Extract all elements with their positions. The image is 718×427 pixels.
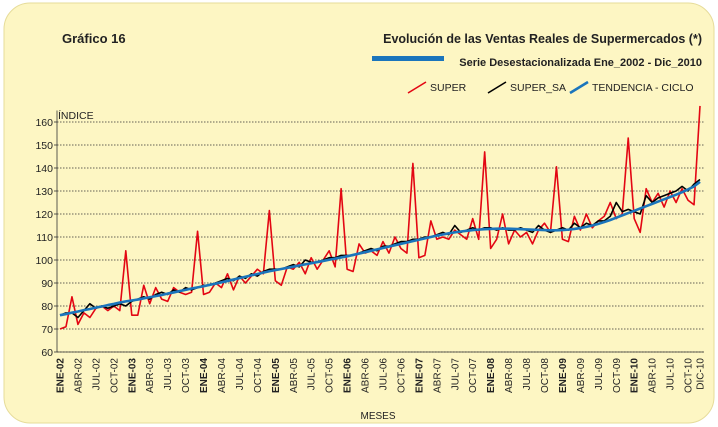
series-line <box>59 180 701 317</box>
legend-label: SUPER_SA <box>510 82 566 94</box>
legend-label: SUPER <box>430 82 467 94</box>
legend-swatch <box>569 80 589 95</box>
chart-title: Evolución de las Ventas Reales de Superm… <box>383 32 702 46</box>
x-tick-label: JUL-02 <box>91 358 102 391</box>
x-tick-label: OCT-06 <box>396 358 407 393</box>
x-tick-label: ENE-08 <box>486 358 497 393</box>
x-tick-label: ENE-03 <box>127 358 138 393</box>
x-tick-label: JUL-07 <box>450 358 461 391</box>
y-tick-label: 140 <box>35 163 53 175</box>
x-tick-label: OCT-03 <box>181 358 192 393</box>
legend-label: TENDENCIA - CICLO <box>592 82 694 94</box>
panel <box>3 2 715 424</box>
x-tick-label: ABR-02 <box>73 358 84 393</box>
legend-swatch <box>407 81 427 94</box>
x-tick-label: ENE-02 <box>56 358 67 393</box>
y-tick-label: 60 <box>41 347 53 359</box>
y-axis-label: ÍNDICE <box>58 109 94 122</box>
x-tick-label: JUL-06 <box>378 358 389 391</box>
x-tick-label: ABR-10 <box>648 358 659 393</box>
legend-swatch <box>487 81 507 94</box>
x-tick-label: JUL-04 <box>235 358 246 391</box>
y-tick-label: 70 <box>41 324 53 336</box>
x-tick-label: ENE-09 <box>558 358 569 393</box>
x-tick-label: ENE-07 <box>414 358 425 393</box>
x-tick-label: JUL-10 <box>666 358 677 391</box>
x-tick-label: JUL-09 <box>594 358 605 391</box>
x-tick-label: ABR-07 <box>432 358 443 393</box>
x-tick-label: ENE-06 <box>343 358 354 393</box>
x-tick-label: JUL-03 <box>163 358 174 391</box>
x-tick-label: ENE-10 <box>630 358 641 393</box>
x-tick-label: OCT-05 <box>325 358 336 393</box>
chart-subtitle: Serie Desestacionalizada Ene_2002 - Dic_… <box>459 57 702 69</box>
title-bar <box>372 56 444 61</box>
x-tick-label: ENE-04 <box>199 358 210 393</box>
y-tick-label: 100 <box>35 255 53 267</box>
y-tick-label: 90 <box>41 278 53 290</box>
x-tick-label: ABR-03 <box>145 358 156 393</box>
x-tick-label: ABR-09 <box>576 358 587 393</box>
x-tick-label: OCT-04 <box>253 358 264 393</box>
x-tick-label: ABR-06 <box>361 358 372 393</box>
x-tick-label: DIC-10 <box>696 358 707 390</box>
y-tick-label: 80 <box>41 301 53 313</box>
x-tick-label: OCT-08 <box>540 358 551 393</box>
x-tick-label: ABR-04 <box>217 358 228 393</box>
x-tick-label: ABR-08 <box>504 358 515 393</box>
x-axis-label: MESES <box>360 411 395 422</box>
x-tick-label: JUL-05 <box>307 358 318 391</box>
y-tick-label: 150 <box>35 140 53 152</box>
chart-label: Gráfico 16 <box>62 31 126 46</box>
x-tick-label: ABR-05 <box>289 358 300 393</box>
x-tick-label: OCT-02 <box>109 358 120 393</box>
y-tick-label: 130 <box>35 186 53 198</box>
x-tick-label: OCT-10 <box>684 358 695 393</box>
x-tick-label: JUL-08 <box>522 358 533 391</box>
y-tick-label: 110 <box>36 232 53 244</box>
y-tick-label: 160 <box>35 117 53 129</box>
x-tick-label: ENE-05 <box>271 358 282 393</box>
x-tick-label: OCT-09 <box>612 358 623 393</box>
x-tick-label: OCT-07 <box>468 358 479 393</box>
y-tick-label: 120 <box>35 209 53 221</box>
